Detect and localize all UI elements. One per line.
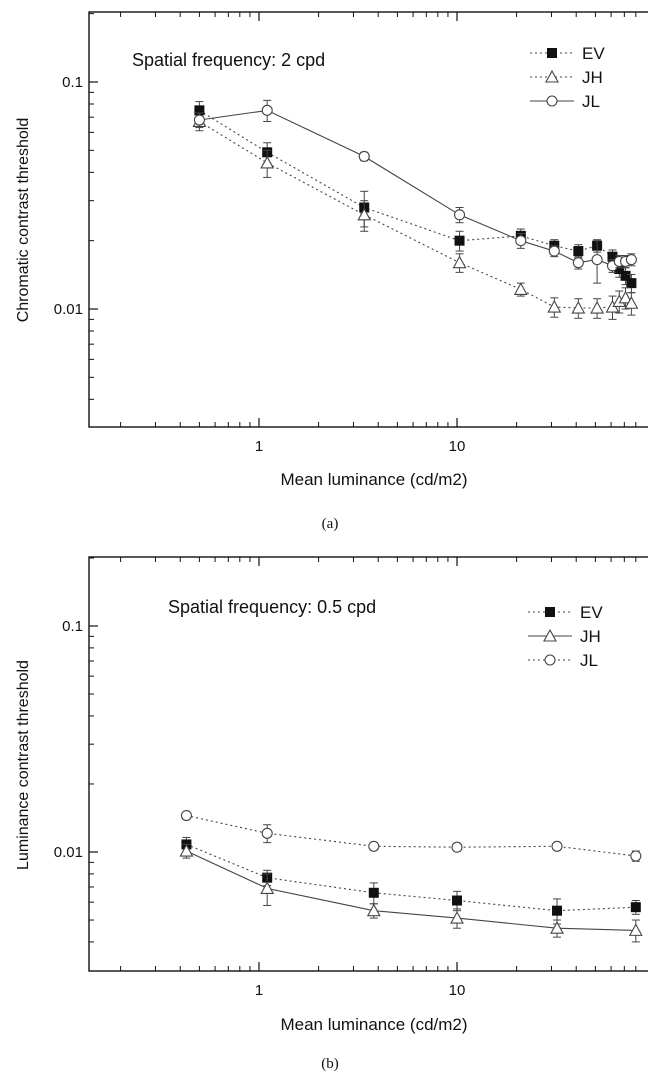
legend-label-EV: EV bbox=[580, 603, 603, 622]
data-point-EV bbox=[620, 270, 631, 281]
data-point-JL bbox=[515, 235, 527, 247]
data-point-JH bbox=[179, 843, 194, 857]
legend-label-JH: JH bbox=[580, 627, 601, 646]
x-axis-label-b: Mean luminance (cd/m2) bbox=[280, 1015, 467, 1034]
series-group-b bbox=[179, 809, 643, 943]
data-point-JL bbox=[548, 245, 560, 257]
y-axis-label-a: Chromatic contrast threshold bbox=[15, 118, 32, 323]
annotation-a: Spatial frequency: 2 cpd bbox=[132, 50, 325, 70]
data-point-JL bbox=[451, 841, 463, 853]
legend-label-EV: EV bbox=[582, 44, 605, 63]
data-point-EV bbox=[626, 278, 637, 289]
chart-panel-b: Spatial frequency: 0.5 cpd Mean luminanc… bbox=[15, 556, 648, 1072]
data-point-JL bbox=[261, 827, 273, 839]
y-tick-label: 0.1 bbox=[62, 74, 83, 91]
series-EV bbox=[194, 101, 637, 294]
data-point-JH bbox=[628, 923, 643, 936]
data-point-JH bbox=[618, 290, 633, 304]
x-tick-label: 10 bbox=[449, 438, 466, 455]
series-line-JL bbox=[186, 814, 636, 857]
x-axis-label-a: Mean luminance (cd/m2) bbox=[280, 470, 467, 489]
legend-marker-JL bbox=[546, 95, 558, 107]
series-line-EV bbox=[199, 109, 632, 284]
panel-caption-a: (a) bbox=[322, 516, 339, 532]
data-point-JH bbox=[590, 300, 605, 314]
series-JH bbox=[192, 112, 639, 320]
legend-b: EV JH JL bbox=[528, 603, 603, 670]
series-line-JL bbox=[199, 109, 632, 267]
x-tick-label: 1 bbox=[255, 438, 263, 455]
x-tick-label: 1 bbox=[255, 982, 263, 999]
data-point-JL bbox=[572, 257, 584, 269]
data-point-JH bbox=[550, 921, 564, 934]
legend-marker-EV bbox=[547, 48, 557, 58]
data-point-JL bbox=[630, 850, 642, 862]
data-point-JL bbox=[193, 114, 205, 126]
data-point-JH bbox=[624, 296, 639, 309]
series-line-JH bbox=[186, 850, 636, 931]
y-tick-label: 0.01 bbox=[54, 844, 83, 861]
data-point-EV bbox=[607, 251, 618, 262]
y-tick-label: 0.01 bbox=[54, 301, 83, 318]
legend-label-JL: JL bbox=[580, 651, 598, 670]
series-group-a bbox=[192, 99, 639, 320]
data-point-JH bbox=[547, 299, 562, 313]
legend-a: EV JH JL bbox=[530, 44, 605, 111]
data-point-JL bbox=[625, 254, 637, 266]
legend-label-JH: JH bbox=[582, 68, 603, 87]
legend-marker-JH bbox=[545, 69, 559, 83]
data-point-JL bbox=[358, 150, 370, 162]
axis-ticks-a: 1 10 0.1 0.01 bbox=[54, 12, 637, 455]
data-point-JH bbox=[513, 282, 528, 295]
data-point-EV bbox=[368, 887, 379, 898]
y-tick-label: 0.1 bbox=[62, 618, 83, 635]
series-line-EV bbox=[186, 843, 636, 912]
annotation-b: Spatial frequency: 0.5 cpd bbox=[168, 597, 376, 617]
x-tick-label: 10 bbox=[449, 982, 466, 999]
data-point-JH bbox=[452, 255, 467, 269]
data-point-JL bbox=[453, 209, 466, 221]
data-point-JL bbox=[591, 254, 603, 266]
series-JH bbox=[179, 843, 643, 943]
data-point-JL bbox=[368, 840, 380, 852]
data-point-EV bbox=[630, 902, 641, 913]
data-point-EV bbox=[614, 264, 625, 275]
data-point-JH bbox=[357, 207, 372, 221]
legend-label-JL: JL bbox=[582, 92, 600, 111]
data-point-EV bbox=[454, 235, 465, 246]
data-point-EV bbox=[194, 105, 205, 116]
axis-ticks-b: 1 10 0.1 0.01 bbox=[54, 557, 637, 999]
data-point-JH bbox=[571, 300, 586, 314]
data-point-JH bbox=[366, 903, 381, 917]
data-point-JH bbox=[260, 881, 275, 894]
panel-caption-b: (b) bbox=[321, 1056, 339, 1072]
data-point-EV bbox=[552, 905, 563, 916]
plot-frame-a bbox=[88, 11, 648, 428]
y-axis-label-b: Luminance contrast threshold bbox=[15, 660, 32, 870]
series-JL bbox=[193, 99, 637, 284]
data-point-JH bbox=[260, 155, 275, 169]
data-point-EV bbox=[452, 895, 462, 906]
data-point-JL bbox=[551, 840, 563, 852]
legend-marker-JL bbox=[544, 654, 556, 666]
data-point-EV bbox=[573, 246, 584, 257]
data-point-JL bbox=[261, 104, 273, 116]
series-JL bbox=[180, 809, 642, 862]
data-point-JL bbox=[180, 809, 192, 822]
legend-marker-EV bbox=[545, 607, 555, 617]
legend-marker-JH bbox=[543, 628, 557, 642]
series-line-JH bbox=[199, 121, 632, 309]
plot-frame-b bbox=[88, 556, 648, 972]
data-point-JH bbox=[450, 910, 464, 924]
chart-panel-a: Spatial frequency: 2 cpd Mean luminance … bbox=[15, 11, 648, 532]
